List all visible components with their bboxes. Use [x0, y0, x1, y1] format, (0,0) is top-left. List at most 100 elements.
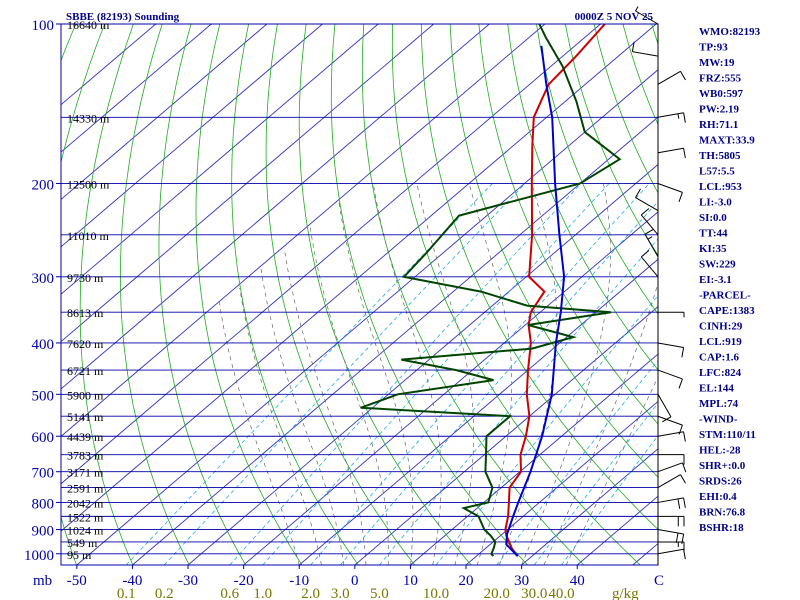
isotherm [61, 24, 546, 437]
mixing-ratio-line [163, 183, 526, 565]
height-label: 8613 m [67, 306, 104, 320]
mixing-ratio-tick-label: 20.0 [484, 586, 510, 600]
index-label: WMO:82193 [699, 26, 761, 38]
wind-barb-staff [657, 415, 683, 426]
wind-barb-staff [657, 474, 681, 489]
index-label: SW:229 [699, 259, 736, 271]
temperature-tick-label: 20 [459, 573, 474, 589]
temperature-unit-label: C [654, 573, 664, 589]
wind-barb [657, 474, 686, 489]
mixing-ratio-line [229, 183, 582, 565]
isotherm [132, 116, 658, 565]
wind-barb [631, 41, 659, 57]
dry-adiabat [61, 24, 77, 62]
height-label: 12500 m [67, 178, 110, 192]
wind-barb [635, 6, 659, 25]
height-label: 6721 m [67, 364, 104, 378]
index-label: WB0:597 [699, 88, 744, 100]
dry-adiabat [391, 24, 641, 565]
mixing-ratio-line [435, 295, 658, 565]
index-label: MAXT:33.9 [699, 135, 755, 147]
index-label: SHR+:0.0 [699, 460, 746, 472]
wind-barb [657, 147, 686, 159]
moist-adiabat [521, 183, 611, 565]
isotherm [465, 400, 658, 565]
wind-barb-flag [678, 424, 683, 435]
dry-adiabat [478, 24, 658, 425]
dry-adiabat [120, 24, 190, 565]
wind-barb [640, 250, 659, 278]
dry-adiabat [536, 24, 658, 315]
index-label: EL:144 [699, 383, 734, 395]
wind-barb-flag [644, 228, 654, 235]
temperature-line [504, 24, 606, 557]
index-label: KI:35 [699, 243, 727, 255]
mixing-ratio-tick-label: 30.0 [521, 586, 547, 600]
mixing-ratio-line [310, 183, 650, 565]
moist-adiabat [218, 302, 300, 565]
wind-barb-staff [657, 548, 684, 555]
pressure-unit-label: mb [33, 573, 52, 589]
index-label: LFC:824 [699, 367, 742, 379]
wind-barb [657, 462, 687, 473]
pressure-tick-label: 400 [32, 337, 55, 353]
wind-barb-flag [680, 474, 686, 484]
wind-barb-flag [683, 549, 686, 560]
index-label: TH:5805 [699, 150, 741, 162]
temperature-tick-label: 40 [570, 573, 585, 589]
index-label: -PARCEL- [699, 290, 751, 302]
chart-title: SBBE (82193) Sounding [66, 11, 180, 23]
height-label: 3171 m [67, 466, 104, 480]
isotherm [354, 306, 658, 565]
wind-barb-flag [678, 378, 683, 389]
wind-barb-flag [683, 431, 686, 442]
mixing-ratio-line [262, 183, 610, 565]
mixing-ratio-tick-label: 2.0 [301, 586, 320, 600]
wind-barb [657, 548, 686, 560]
wind-barb-staff [657, 497, 684, 503]
index-label: STM:110/11 [699, 429, 756, 441]
index-label: BRN:76.8 [699, 507, 746, 519]
temperature-tick-label: 0 [351, 573, 359, 589]
height-label: 5141 m [67, 410, 104, 424]
isotherm [521, 448, 658, 565]
wind-barb [657, 342, 685, 358]
dry-adiabat [564, 24, 658, 256]
moist-adiabat [309, 225, 389, 565]
wind-barb-flag [640, 208, 650, 216]
wind-barb-flag [677, 498, 681, 509]
wind-barb-staff [632, 51, 659, 57]
isotherm [61, 24, 434, 343]
mixing-ratio-line [339, 200, 658, 565]
wind-barb-staff [657, 183, 683, 193]
index-label: L57:5.5 [699, 166, 735, 178]
dry-adiabat [0, 24, 47, 565]
height-label: 549 m [67, 536, 98, 550]
wind-barb [635, 188, 659, 212]
mixing-ratio-tick-label: 10.0 [423, 586, 449, 600]
mixing-ratio-line [561, 435, 658, 565]
mixing-ratio-tick-label: 3.0 [331, 586, 350, 600]
pressure-tick-label: 700 [32, 466, 55, 482]
wind-barb [657, 112, 686, 123]
dry-adiabat [507, 24, 658, 371]
pressure-tick-label: 500 [32, 388, 55, 404]
isotherm [298, 258, 658, 565]
wind-barb [658, 541, 685, 552]
plot-frame [60, 23, 659, 566]
wind-barb-flag [635, 188, 641, 198]
stability-indices: WMO:82193 TP:93 MW:19 FRZ:555 WB0:597 PW:2.19… [699, 26, 761, 534]
index-label: FRZ:555 [699, 73, 742, 85]
isotherm [243, 211, 658, 565]
pressure-tick-label: 200 [32, 178, 55, 194]
dry-adiabat [195, 24, 303, 565]
wind-barb [657, 497, 686, 509]
wind-barbs [631, 6, 687, 565]
dry-adiabat [593, 24, 658, 194]
index-label: HEL:-28 [699, 445, 741, 457]
mixing-ratio-tick-label: 40.0 [548, 586, 574, 600]
height-label: 4439 m [67, 430, 104, 444]
wind-barb-staff [657, 431, 684, 437]
pressure-tick-label: 300 [32, 271, 55, 287]
wind-barb [657, 431, 686, 442]
